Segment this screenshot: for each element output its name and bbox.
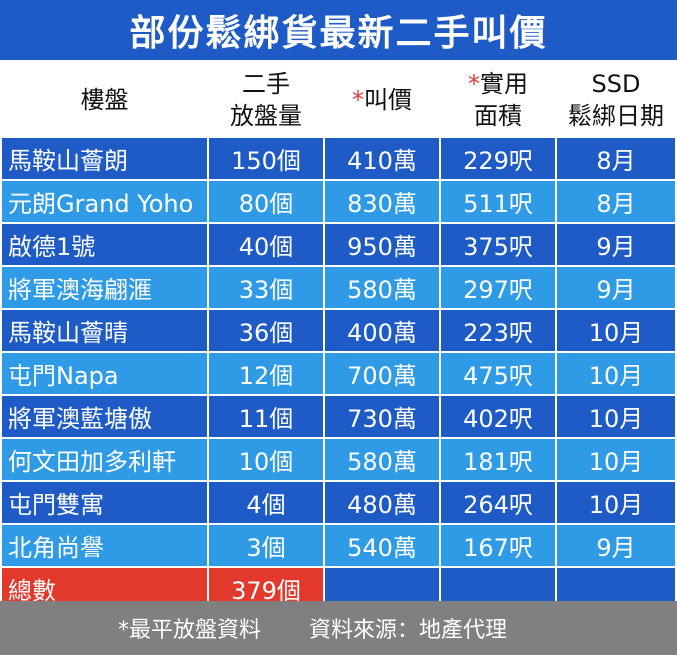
footer-note: *最平放盤資料 [118,618,262,643]
cell-listings: 33個 [209,267,323,308]
cell-listings: 36個 [209,310,323,351]
table-row: 馬鞍山薈朗 150個 410萬 229呎 8月 [2,138,675,179]
cell-estate: 何文田加多利軒 [2,439,207,480]
cell-area: 375呎 [441,224,555,265]
cell-ssd: 8月 [557,138,675,179]
cell-ssd: 10月 [557,353,675,394]
cell-area: 402呎 [441,396,555,437]
table-row: 元朗Grand Yoho 80個 830萬 511呎 8月 [2,181,675,222]
table-row: 將軍澳藍塘傲 11個 730萬 402呎 10月 [2,396,675,437]
header-ssd-date: SSD 鬆綁日期 [557,64,675,136]
cell-price: 400萬 [325,310,439,351]
cell-area: 264呎 [441,482,555,523]
asterisk-mark: * [468,70,480,98]
table-row: 屯門Napa 12個 700萬 475呎 10月 [2,353,675,394]
cell-estate: 將軍澳藍塘傲 [2,396,207,437]
cell-price: 410萬 [325,138,439,179]
cell-listings: 80個 [209,181,323,222]
cell-estate: 屯門雙寓 [2,482,207,523]
header-estate: 樓盤 [2,64,207,136]
title-banner: 部份鬆綁貨最新二手叫價 [0,0,677,60]
cell-estate: 北角尚譽 [2,525,207,566]
cell-area: 181呎 [441,439,555,480]
cell-price: 480萬 [325,482,439,523]
cell-estate: 將軍澳海翩滙 [2,267,207,308]
cell-price: 830萬 [325,181,439,222]
cell-estate: 屯門Napa [2,353,207,394]
cell-listings: 3個 [209,525,323,566]
table-row: 馬鞍山薈晴 36個 400萬 223呎 10月 [2,310,675,351]
cell-area: 297呎 [441,267,555,308]
table-row: 將軍澳海翩滙 33個 580萬 297呎 9月 [2,267,675,308]
cell-price: 540萬 [325,525,439,566]
table-row: 北角尚譽 3個 540萬 167呎 9月 [2,525,675,566]
cell-estate: 馬鞍山薈晴 [2,310,207,351]
header-area: *實用 面積 [441,64,555,136]
header-row: 樓盤 二手 放盤量 *叫價 *實用 面積 SSD 鬆綁日期 [2,64,675,136]
listing-table: 樓盤 二手 放盤量 *叫價 *實用 面積 SSD 鬆綁日期 馬鞍山 [0,62,677,611]
cell-ssd: 9月 [557,525,675,566]
page-title: 部份鬆綁貨最新二手叫價 [129,13,548,54]
cell-price: 730萬 [325,396,439,437]
cell-ssd: 9月 [557,224,675,265]
cell-area: 167呎 [441,525,555,566]
cell-estate: 馬鞍山薈朗 [2,138,207,179]
cell-estate: 啟德1號 [2,224,207,265]
table-row: 何文田加多利軒 10個 580萬 181呎 10月 [2,439,675,480]
cell-listings: 11個 [209,396,323,437]
cell-listings: 10個 [209,439,323,480]
cell-price: 950萬 [325,224,439,265]
cell-price: 580萬 [325,267,439,308]
cell-estate: 元朗Grand Yoho [2,181,207,222]
table-row: 啟德1號 40個 950萬 375呎 9月 [2,224,675,265]
cell-ssd: 10月 [557,482,675,523]
cell-area: 511呎 [441,181,555,222]
source-credit: 資料來源：地產代理 [309,618,508,643]
cell-listings: 150個 [209,138,323,179]
cell-listings: 40個 [209,224,323,265]
header-price: *叫價 [325,64,439,136]
cell-ssd: 9月 [557,267,675,308]
cell-listings: 12個 [209,353,323,394]
cell-listings: 4個 [209,482,323,523]
cell-area: 223呎 [441,310,555,351]
table-row: 屯門雙寓 4個 480萬 264呎 10月 [2,482,675,523]
cell-ssd: 10月 [557,439,675,480]
footer-bar: *最平放盤資料 資料來源：地產代理 [0,601,677,655]
cell-area: 229呎 [441,138,555,179]
cell-ssd: 8月 [557,181,675,222]
cell-ssd: 10月 [557,310,675,351]
cell-price: 700萬 [325,353,439,394]
cell-area: 475呎 [441,353,555,394]
asterisk-mark: * [352,86,364,114]
header-listings: 二手 放盤量 [209,64,323,136]
cell-ssd: 10月 [557,396,675,437]
cell-price: 580萬 [325,439,439,480]
